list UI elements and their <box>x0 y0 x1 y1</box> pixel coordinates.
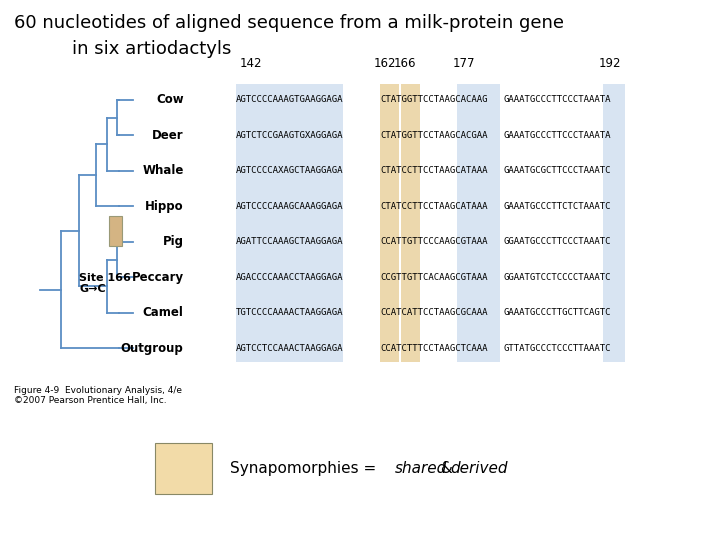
Bar <box>155 443 212 494</box>
Text: shared: shared <box>395 461 447 476</box>
Text: 177: 177 <box>453 57 476 70</box>
Text: &: & <box>436 461 457 476</box>
Text: derived: derived <box>451 461 508 476</box>
Text: 192: 192 <box>598 57 621 70</box>
Text: Camel: Camel <box>143 306 184 319</box>
Bar <box>603 84 625 362</box>
Bar <box>457 84 500 362</box>
Text: CCATCTTTCCTAAGCTCAAA: CCATCTTTCCTAAGCTCAAA <box>380 344 487 353</box>
Bar <box>236 84 343 362</box>
Text: AGTCTCCGAAGTGXAGGAGA: AGTCTCCGAAGTGXAGGAGA <box>236 131 343 140</box>
Text: AGTCCCCAAAGCAAAGGAGA: AGTCCCCAAAGCAAAGGAGA <box>236 202 343 211</box>
Text: AGATTCCAAAGCTAAGGAGA: AGATTCCAAAGCTAAGGAGA <box>236 238 343 246</box>
Text: AGACCCCAAACCTAAGGAGA: AGACCCCAAACCTAAGGAGA <box>236 273 343 282</box>
Text: Outgroup: Outgroup <box>121 342 184 355</box>
Text: AGTCCCCAXAGCTAAGGAGA: AGTCCCCAXAGCTAAGGAGA <box>236 166 343 176</box>
Text: Peccary: Peccary <box>132 271 184 284</box>
Text: AGTCCTCCAAACTAAGGAGA: AGTCCTCCAAACTAAGGAGA <box>236 344 343 353</box>
Text: Synapomorphies =: Synapomorphies = <box>230 461 382 476</box>
Text: Cow: Cow <box>156 93 184 106</box>
Text: AGTCCCCAAAGTGAAGGAGA: AGTCCCCAAAGTGAAGGAGA <box>236 96 343 104</box>
Text: CTATCCTTCCTAAGCATAAA: CTATCCTTCCTAAGCATAAA <box>380 166 487 176</box>
Text: GAAATGCGCTTCCCTAAATC: GAAATGCGCTTCCCTAAATC <box>504 166 611 176</box>
Text: Figure 4-9  Evolutionary Analysis, 4/e
©2007 Pearson Prentice Hall, Inc.: Figure 4-9 Evolutionary Analysis, 4/e ©2… <box>14 386 182 406</box>
Text: Pig: Pig <box>163 235 184 248</box>
Text: GAAATGCCCTTGCTTCAGTC: GAAATGCCCTTGCTTCAGTC <box>504 308 611 318</box>
Text: in six artiodactyls: in six artiodactyls <box>72 40 231 58</box>
Bar <box>380 84 399 362</box>
Text: CCATCATTCCTAAGCGCAAA: CCATCATTCCTAAGCGCAAA <box>380 308 487 318</box>
Text: 60 nucleotides of aligned sequence from a milk-protein gene: 60 nucleotides of aligned sequence from … <box>14 14 564 31</box>
Text: GAAATGCCCTTCCCTAAATA: GAAATGCCCTTCCCTAAATA <box>504 96 611 104</box>
Text: GAAATGCCCTTCCCTAAATA: GAAATGCCCTTCCCTAAATA <box>504 131 611 140</box>
Text: GGAATGTCCTCCCCTAAATC: GGAATGTCCTCCCCTAAATC <box>504 273 611 282</box>
Text: Hippo: Hippo <box>145 200 184 213</box>
Bar <box>401 84 420 362</box>
Text: 166: 166 <box>393 57 416 70</box>
Text: CCGTTGTTCACAAGCGTAAA: CCGTTGTTCACAAGCGTAAA <box>380 273 487 282</box>
Text: Whale: Whale <box>143 164 184 177</box>
Text: Deer: Deer <box>152 129 184 142</box>
Text: GGAATGCCCTTCCCTAAATC: GGAATGCCCTTCCCTAAATC <box>504 238 611 246</box>
Text: GAAATGCCCTTCTCTAAATC: GAAATGCCCTTCTCTAAATC <box>504 202 611 211</box>
Text: CTATGGTTCCTAAGCACGAA: CTATGGTTCCTAAGCACGAA <box>380 131 487 140</box>
Text: CTATCCTTCCTAAGCATAAA: CTATCCTTCCTAAGCATAAA <box>380 202 487 211</box>
Text: Site 166
G→C: Site 166 G→C <box>79 273 131 294</box>
Bar <box>109 216 122 246</box>
Text: CTATGGTTCCTAAGCACAAG: CTATGGTTCCTAAGCACAAG <box>380 96 487 104</box>
Text: 162: 162 <box>374 57 397 70</box>
Text: 142: 142 <box>239 57 262 70</box>
Text: CCATTGTTCCCAAGCGTAAA: CCATTGTTCCCAAGCGTAAA <box>380 238 487 246</box>
Text: GTTATGCCCTCCCTTAAATC: GTTATGCCCTCCCTTAAATC <box>504 344 611 353</box>
Text: TGTCCCCAAAACTAAGGAGA: TGTCCCCAAAACTAAGGAGA <box>236 308 343 318</box>
